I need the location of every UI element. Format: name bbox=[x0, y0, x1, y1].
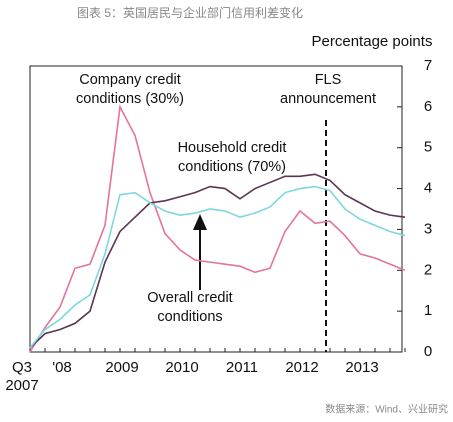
annotation: Household credit bbox=[178, 140, 287, 156]
x-tick-label: '08 bbox=[52, 359, 72, 376]
source: 数据来源：Wind、兴业研究 bbox=[325, 403, 448, 416]
series-line bbox=[29, 173, 406, 349]
y-tick-label: 7 bbox=[424, 57, 432, 74]
x-tick-label: 2010 bbox=[165, 359, 198, 376]
series-line bbox=[29, 104, 406, 353]
annotation: conditions (70%) bbox=[178, 159, 286, 175]
y-tick-label: 6 bbox=[424, 98, 432, 115]
annotation: announcement bbox=[280, 91, 376, 107]
annotation: FLS bbox=[315, 72, 342, 88]
annotation: conditions bbox=[157, 309, 222, 325]
x-tick-label: 2013 bbox=[345, 359, 378, 376]
y-tick-label: 3 bbox=[424, 220, 432, 237]
y-tick-label: 2 bbox=[424, 261, 432, 278]
y-tick-label: 4 bbox=[424, 180, 432, 197]
annotation: conditions (30%) bbox=[76, 91, 184, 107]
y-tick-label: 1 bbox=[424, 302, 432, 319]
y-tick-label: 0 bbox=[424, 343, 432, 360]
y-axis-label: Percentage points bbox=[312, 33, 433, 50]
y-tick-label: 5 bbox=[424, 139, 432, 156]
plot-frame bbox=[29, 65, 403, 353]
annotation: Company credit bbox=[79, 72, 181, 88]
arrow-head bbox=[193, 214, 207, 230]
x-tick-label: 2011 bbox=[226, 359, 258, 376]
x-tick-label: 2009 bbox=[105, 359, 138, 376]
chart-title: 图表 5：英国居民与企业部门信用利差变化 bbox=[77, 5, 303, 20]
x-tick-label: 2012 bbox=[285, 359, 318, 376]
series-line bbox=[29, 185, 406, 349]
x-year-label: 2007 bbox=[5, 377, 38, 394]
x-tick-label: Q3 bbox=[12, 359, 32, 376]
annotation: Overall credit bbox=[147, 290, 232, 306]
